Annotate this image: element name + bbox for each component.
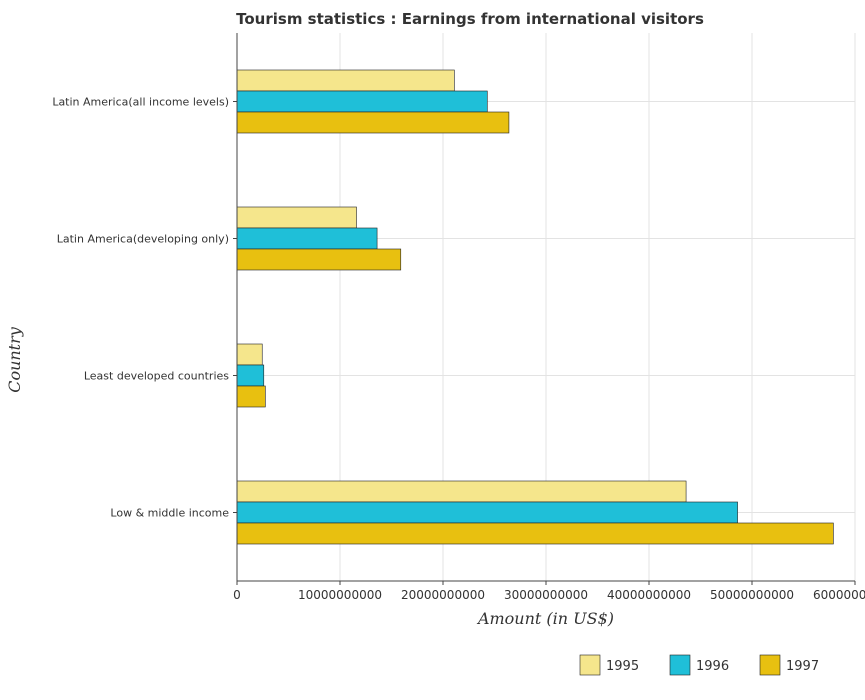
y-tick-label: Latin America(developing only) [57, 233, 229, 246]
legend-label-1997: 1997 [786, 659, 819, 674]
legend-swatch-1995 [579, 654, 601, 676]
bar-1996 [236, 501, 738, 524]
legend-label-1995: 1995 [606, 659, 639, 674]
x-tick-label: 50000000000 [710, 588, 794, 602]
legend-swatch-1997 [759, 654, 781, 676]
bar-1995 [236, 206, 357, 229]
bar-1995 [236, 480, 687, 503]
bar-1997 [236, 248, 402, 271]
legend-swatch-1996 [669, 654, 691, 676]
bar-1995 [236, 69, 455, 92]
y-tick-label: Latin America(all income levels) [52, 96, 229, 109]
bar-1996 [236, 227, 378, 250]
y-tick-label: Low & middle income [110, 507, 229, 520]
bar-1996 [236, 90, 488, 113]
legend: 1995 1996 1997 [579, 654, 819, 676]
x-tick-label: 10000000000 [298, 588, 382, 602]
x-tick-label: 0 [233, 588, 241, 602]
legend-label-1996: 1996 [696, 659, 729, 674]
x-tick-label: 20000000000 [401, 588, 485, 602]
y-tick-label: Least developed countries [84, 370, 229, 383]
chart-title: Tourism statistics : Earnings from inter… [236, 10, 704, 28]
y-axis-label: Country [5, 326, 24, 393]
x-tick-label: 60000000000 [813, 588, 865, 602]
y-ticks: Latin America(all income levels) Latin Am… [52, 33, 238, 581]
x-tick-label: 40000000000 [607, 588, 691, 602]
bar-1997 [236, 385, 266, 408]
x-tick-label: 30000000000 [504, 588, 588, 602]
bar-1997 [236, 111, 510, 134]
bar-1997 [236, 522, 834, 545]
bar-1995 [236, 343, 263, 366]
bar-1996 [236, 364, 265, 387]
bars [236, 69, 834, 545]
x-axis-label: Amount (in US$) [476, 609, 614, 628]
x-ticks: 0 10000000000 20000000000 30000000000 400000… [233, 580, 865, 602]
